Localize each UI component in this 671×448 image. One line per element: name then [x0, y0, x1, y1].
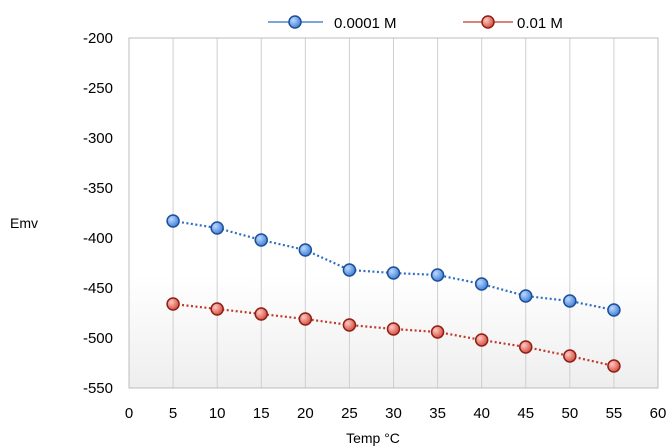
y-tick-label: -500: [83, 330, 113, 347]
x-tick-label: 35: [429, 405, 446, 422]
legend-label-1: 0.0001 M: [334, 15, 397, 32]
legend-marker-1: [288, 15, 302, 29]
x-tick-label: 10: [209, 405, 226, 422]
x-tick-label: 0: [125, 405, 133, 422]
y-axis-title: Emv: [10, 215, 38, 231]
x-tick-label: 25: [341, 405, 358, 422]
y-tick-label: -400: [83, 230, 113, 247]
data-point: [519, 340, 533, 354]
series-layer: [166, 214, 621, 373]
data-point: [519, 289, 533, 303]
data-point: [166, 214, 180, 228]
x-tick-label: 30: [385, 405, 402, 422]
data-point: [607, 303, 621, 317]
x-tick-label: 55: [606, 405, 623, 422]
x-axis-title: Temp °C: [346, 430, 400, 446]
data-point: [342, 318, 357, 332]
data-point: [298, 243, 313, 257]
y-tick-label: -250: [83, 80, 113, 97]
data-point: [430, 325, 445, 339]
x-tick-label: 50: [561, 405, 578, 422]
series-1: [166, 214, 621, 317]
x-tick-label: 5: [169, 405, 177, 422]
y-tick-label: -300: [83, 130, 113, 147]
y-axis: -200 -250 -300 -350 -400 -450 -500 -550: [83, 30, 113, 397]
plot-border: [128, 37, 659, 389]
x-tick-label: 45: [517, 405, 534, 422]
grid: [172, 38, 615, 388]
data-point: [254, 233, 268, 247]
y-tick-label: -200: [83, 30, 113, 47]
data-point: [298, 312, 313, 326]
data-point: [430, 268, 445, 282]
data-point: [386, 266, 401, 280]
y-tick-label: -450: [83, 280, 113, 297]
legend-label-2: 0.01 M: [517, 15, 563, 32]
data-point: [474, 333, 489, 347]
data-point: [474, 277, 489, 291]
x-axis: 0 5 10 15 20 25 30 35 40 45 50 55 60: [125, 405, 667, 422]
series-2: [166, 297, 621, 373]
data-point: [210, 302, 224, 316]
legend-item-series-2: 0.01 M: [463, 15, 563, 32]
data-point: [342, 263, 357, 277]
data-point: [563, 294, 577, 308]
x-tick-label: 20: [297, 405, 314, 422]
data-point: [166, 297, 180, 311]
x-tick-label: 40: [473, 405, 490, 422]
legend: 0.0001 M 0.01 M: [268, 15, 563, 32]
x-tick-label: 15: [253, 405, 270, 422]
y-tick-label: -350: [83, 180, 113, 197]
legend-item-series-1: 0.0001 M: [268, 15, 397, 32]
data-point: [210, 221, 224, 235]
data-point: [254, 307, 268, 321]
data-point: [607, 359, 621, 373]
y-tick-label: -550: [83, 380, 113, 397]
data-point: [563, 349, 577, 363]
data-point: [386, 322, 401, 336]
legend-marker-2: [481, 15, 495, 29]
x-tick-label: 60: [650, 405, 667, 422]
